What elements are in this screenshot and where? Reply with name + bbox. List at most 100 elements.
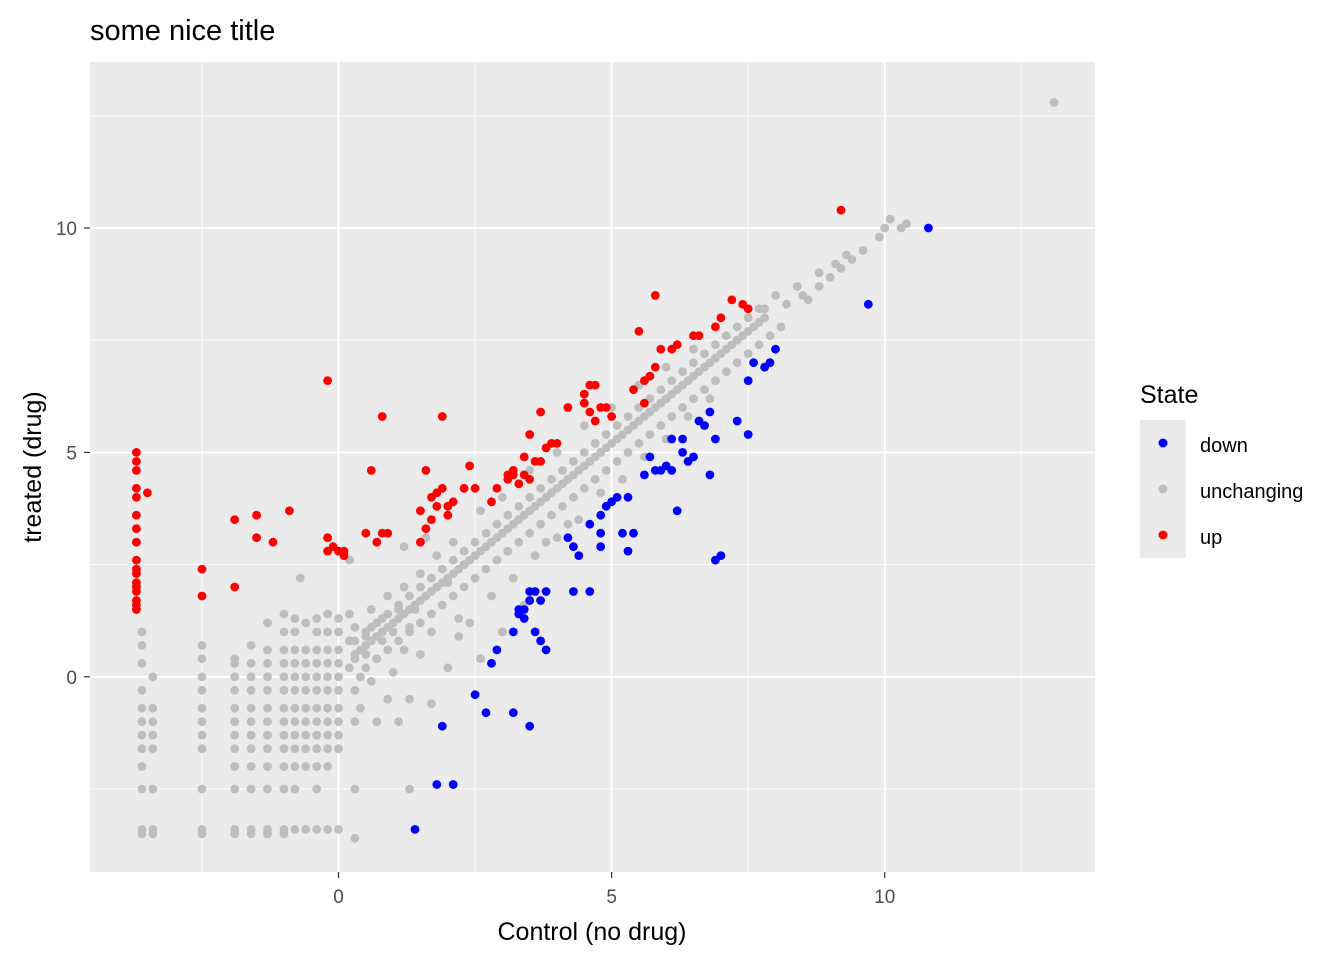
point-unchanging <box>601 466 611 475</box>
point-down <box>711 434 720 444</box>
point-unchanging <box>230 784 240 794</box>
point-down <box>508 708 518 718</box>
point-unchanging <box>383 645 393 655</box>
point-unchanging <box>454 632 464 641</box>
data-points <box>132 98 1059 843</box>
point-unchanging <box>246 672 256 682</box>
point-unchanging <box>612 421 622 430</box>
point-unchanging <box>569 492 578 502</box>
point-down <box>519 605 529 614</box>
point-down <box>863 299 873 309</box>
point-unchanging <box>792 282 802 291</box>
point-unchanging <box>481 564 491 574</box>
point-unchanging <box>437 564 447 574</box>
point-unchanging <box>246 829 256 839</box>
point-unchanging <box>246 744 256 753</box>
point-unchanging <box>290 685 300 695</box>
point-unchanging <box>667 412 677 421</box>
point-unchanging <box>290 730 300 740</box>
point-up <box>650 362 660 372</box>
point-unchanging <box>596 488 606 498</box>
point-unchanging <box>771 291 780 300</box>
point-down <box>481 708 491 718</box>
point-unchanging <box>246 784 256 794</box>
point-unchanging <box>197 744 207 753</box>
point-unchanging <box>301 658 311 668</box>
point-down <box>618 528 627 538</box>
point-unchanging <box>148 730 158 740</box>
point-unchanging <box>432 551 442 560</box>
point-down <box>541 587 551 596</box>
point-unchanging <box>290 614 300 623</box>
point-unchanging <box>416 650 425 659</box>
x-axis-title: Control (no drug) <box>498 918 687 946</box>
point-unchanging <box>814 282 824 291</box>
point-down <box>410 825 420 834</box>
point-unchanging <box>689 344 698 354</box>
point-unchanging <box>323 703 332 713</box>
point-up <box>197 564 207 574</box>
point-unchanging <box>279 762 289 771</box>
point-down <box>716 551 726 560</box>
point-unchanging <box>831 259 840 269</box>
point-unchanging <box>312 672 322 682</box>
point-unchanging <box>246 717 256 727</box>
point-unchanging <box>361 663 371 673</box>
point-unchanging <box>279 717 289 727</box>
point-unchanging <box>279 730 289 740</box>
point-up <box>459 483 469 493</box>
point-down <box>645 452 655 462</box>
point-unchanging <box>579 448 589 457</box>
point-unchanging <box>312 730 322 740</box>
point-up <box>372 537 382 547</box>
point-up <box>197 591 207 601</box>
point-unchanging <box>405 591 414 601</box>
point-unchanging <box>388 667 398 677</box>
point-up <box>579 398 589 408</box>
point-unchanging <box>312 658 322 668</box>
point-unchanging <box>290 717 300 727</box>
point-up <box>547 439 556 448</box>
point-up <box>443 510 453 520</box>
point-up <box>132 510 141 520</box>
point-unchanging <box>623 448 633 457</box>
point-down <box>470 690 480 700</box>
point-unchanging <box>334 703 343 713</box>
point-up <box>672 340 682 350</box>
point-up <box>585 407 595 417</box>
point-unchanging <box>137 685 147 695</box>
point-up <box>487 497 496 507</box>
point-unchanging <box>230 730 240 740</box>
point-unchanging <box>137 784 147 794</box>
point-down <box>530 587 540 596</box>
point-up <box>132 537 141 547</box>
point-unchanging <box>383 591 393 601</box>
point-down <box>771 344 780 354</box>
point-down <box>705 407 715 417</box>
point-unchanging <box>732 358 742 368</box>
point-unchanging <box>874 232 884 242</box>
point-unchanging <box>301 645 311 655</box>
point-up <box>427 515 436 525</box>
point-unchanging <box>825 273 835 282</box>
point-unchanging <box>230 762 240 771</box>
point-unchanging <box>312 744 322 753</box>
axis-ticks: 0 5 10 0 5 10 <box>56 219 895 908</box>
point-unchanging <box>427 573 436 583</box>
point-unchanging <box>323 825 332 834</box>
point-unchanging <box>137 658 147 668</box>
point-unchanging <box>547 510 556 520</box>
point-unchanging <box>803 295 813 305</box>
legend-key-down <box>1158 438 1168 448</box>
point-unchanging <box>350 717 360 727</box>
point-unchanging <box>137 717 147 727</box>
point-down <box>672 506 682 516</box>
point-up <box>601 403 611 412</box>
point-unchanging <box>148 744 158 753</box>
point-down <box>525 721 535 731</box>
point-unchanging <box>689 358 698 368</box>
point-up <box>743 304 753 314</box>
point-unchanging <box>399 542 409 552</box>
point-up <box>421 466 431 475</box>
